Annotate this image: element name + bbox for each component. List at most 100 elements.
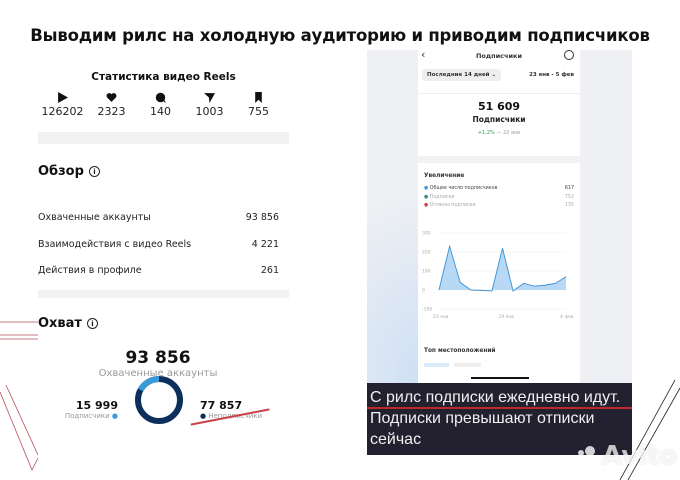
shares-value: 1003 [195, 105, 224, 118]
overview-title: Обзор [38, 164, 84, 179]
headline: Выводим рилс на холодную аудиторию и при… [30, 26, 650, 45]
x-tick-label: 23 янв [433, 314, 449, 320]
legend-value: 752 [564, 194, 574, 200]
heart-icon [106, 93, 117, 102]
non-followers-stat: 77 857 ● Неподписчики [190, 399, 280, 426]
growth-title: Увеличение [424, 173, 465, 179]
overview-heading: Обзор i [38, 164, 100, 179]
counter-comments: 140 [136, 92, 185, 118]
data-point [491, 290, 493, 292]
x-tick-label: 29 янв [499, 314, 515, 320]
legend-item: ● Подписки 752 [424, 195, 574, 200]
overview-row: Охваченные аккаунты 93 856 [38, 212, 289, 223]
legend-label: Отмены подписки [429, 203, 476, 208]
plays-value: 126202 [41, 105, 84, 118]
data-point [512, 290, 514, 292]
likes-value: 2323 [97, 105, 126, 118]
data-point [523, 283, 524, 284]
subscriber-count-label: Подписчики [472, 115, 526, 124]
counters-row: 126202 2323 140 1003 755 [38, 92, 289, 118]
underline [367, 407, 632, 409]
data-point [544, 284, 546, 286]
counter-saves: 755 [234, 92, 283, 118]
phone-screen: ‹ Подписчики Последние 14 дней ⌄ 23 янв … [418, 50, 580, 383]
overview-row: Действия в профиле 261 [38, 265, 289, 276]
top-locations-title: Топ местоположений [424, 348, 496, 354]
followers-label: Подписчики [64, 412, 110, 420]
row-value: 93 856 [245, 212, 279, 223]
data-point [481, 290, 482, 291]
chevron-down-icon: ⌄ [491, 72, 497, 78]
legend-label: Общее число подписчиков [429, 186, 498, 191]
caption-line-1: С рилс подписки ежедневно идут. [370, 389, 621, 406]
data-point [449, 246, 450, 247]
caption-line-2: Подписки превышают отписки [370, 410, 595, 427]
change-date: — 22 янв [496, 130, 521, 136]
row-label: Взаимодействия с видео Reels [38, 239, 192, 250]
row-label: Действия в профиле [38, 265, 142, 276]
counter-plays: 126202 [38, 92, 87, 118]
change-percent: +1,2% [477, 130, 495, 136]
x-tick-label: 4 фев [560, 314, 574, 320]
legend-item: ● Отмены подписки 135 [424, 203, 574, 208]
y-tick-label: -100 [422, 307, 432, 313]
avito-watermark: Avito [575, 441, 677, 471]
period-value: Последние 14 дней [427, 72, 490, 78]
saves-value: 755 [248, 105, 269, 118]
counter-shares: 1003 [185, 92, 234, 118]
divider [38, 290, 289, 298]
date-range: 23 янв - 5 фев [529, 72, 574, 78]
y-tick-label: 0 [422, 288, 425, 294]
counter-likes: 2323 [87, 92, 136, 118]
comment-icon [155, 92, 166, 103]
reels-stats-screenshot: Статистика видео Reels 126202 2323 140 1… [38, 66, 289, 455]
data-point [555, 283, 556, 284]
legend-dot: ● [424, 194, 429, 200]
info-icon[interactable]: i [86, 318, 98, 329]
home-indicator [471, 377, 529, 379]
non-followers-value: 77 857 [200, 399, 243, 412]
reach-total-label: Охваченные аккаунты [98, 368, 218, 379]
share-icon [204, 93, 215, 103]
reach-total: 93 856 [125, 348, 191, 368]
data-point [533, 285, 535, 287]
legend-label: Подписки [429, 194, 455, 200]
info-icon[interactable] [564, 50, 574, 60]
y-tick-label: 100 [422, 269, 431, 275]
info-icon[interactable]: i [88, 166, 100, 177]
reach-heading: Охват i [38, 316, 98, 331]
screen-title: Подписчики [475, 52, 523, 60]
followers-dot: ● [111, 412, 118, 420]
subscriber-count: 51 609 [477, 100, 521, 113]
avito-logo-icon [577, 446, 595, 467]
play-icon [58, 92, 68, 103]
legend-dot: ● [424, 203, 429, 208]
data-point [438, 289, 440, 291]
legend-value: 617 [564, 186, 574, 191]
caption-line-3: сейчас [370, 431, 422, 448]
followers-value: 15 999 [75, 399, 118, 412]
back-icon[interactable]: ‹ [421, 50, 426, 61]
non-followers-dot: ● [200, 412, 207, 420]
period-dropdown[interactable]: Последние 14 дней ⌄ [422, 69, 502, 81]
legend-item: ● Общее число подписчиков 617 [424, 186, 574, 191]
comments-value: 140 [150, 105, 171, 118]
reels-stats-title: Статистика видео Reels [91, 71, 236, 83]
data-point [565, 276, 567, 277]
row-value: 4 221 [251, 239, 279, 250]
area-fill [439, 246, 566, 291]
overview-row: Взаимодействия с видео Reels 4 221 [38, 239, 289, 250]
y-tick-label: 200 [422, 250, 431, 256]
row-label: Охваченные аккаунты [38, 212, 151, 223]
video-caption: С рилс подписки ежедневно идут. Подписки… [367, 383, 632, 455]
avito-text: Avito [602, 441, 678, 471]
row-value: 261 [260, 265, 279, 276]
followers-arc [135, 376, 183, 424]
reach-title: Охват [38, 316, 82, 331]
data-point [459, 282, 461, 283]
followers-stat: 15 999 Подписчики ● [48, 399, 118, 420]
y-tick-label: 300 [422, 231, 431, 237]
data-point [502, 247, 503, 249]
legend-dot: ● [424, 186, 429, 191]
